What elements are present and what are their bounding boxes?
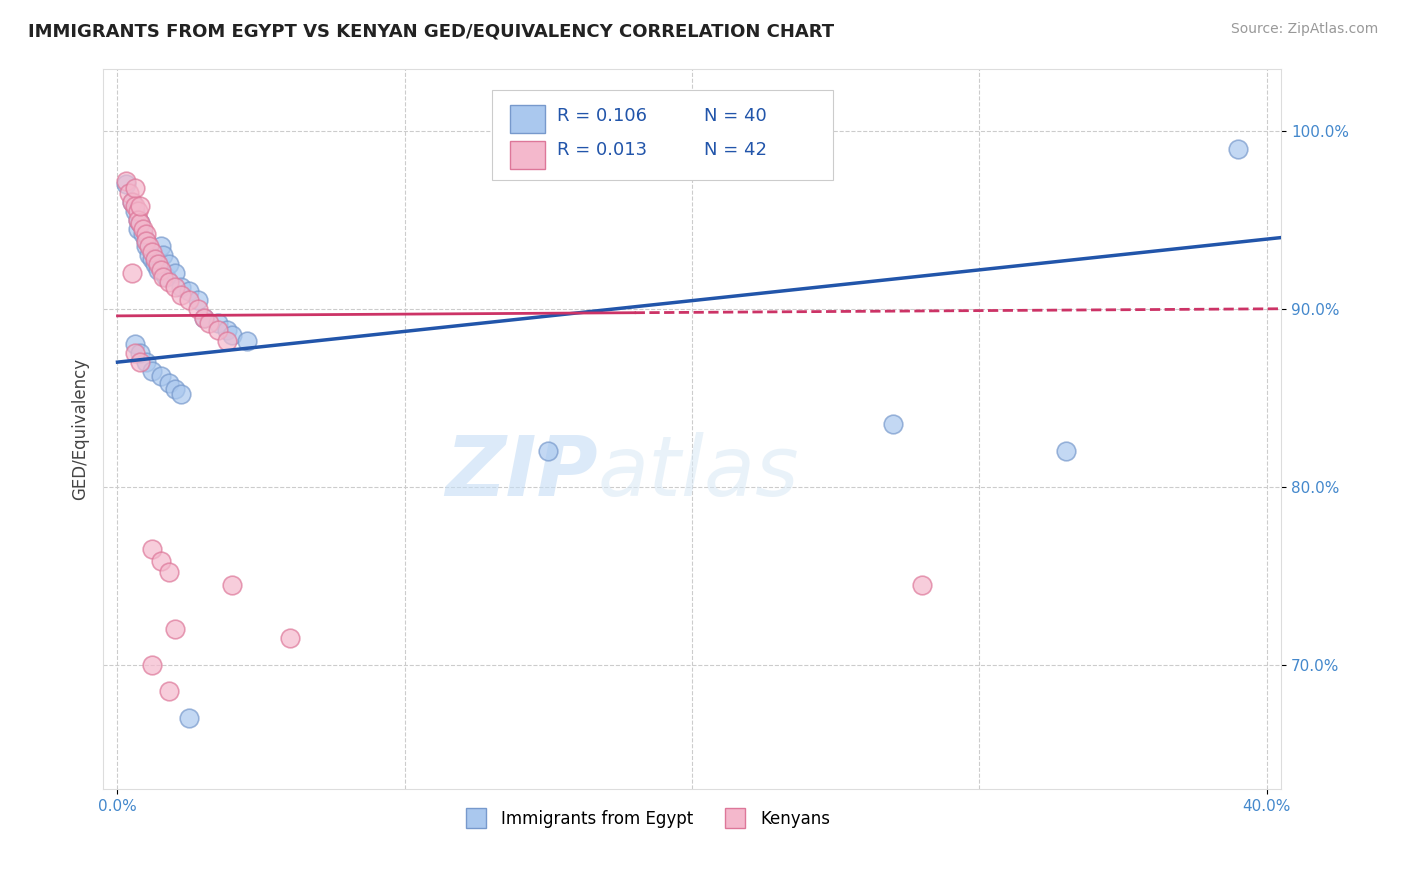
Point <box>138 239 160 253</box>
Point <box>129 198 152 212</box>
Point <box>121 194 143 209</box>
Point <box>146 262 169 277</box>
Point <box>155 269 177 284</box>
Text: R = 0.106: R = 0.106 <box>557 107 647 125</box>
Point <box>157 376 180 391</box>
Legend: Immigrants from Egypt, Kenyans: Immigrants from Egypt, Kenyans <box>453 804 837 835</box>
Point <box>129 216 152 230</box>
Point <box>179 293 201 307</box>
Point <box>1227 142 1250 156</box>
Point <box>141 364 163 378</box>
Point <box>149 262 172 277</box>
Point <box>132 227 155 241</box>
Text: ZIP: ZIP <box>446 432 598 513</box>
Point <box>141 657 163 672</box>
Point <box>236 334 259 348</box>
Text: R = 0.013: R = 0.013 <box>557 141 647 159</box>
Point <box>157 684 180 698</box>
Point <box>179 711 201 725</box>
Point <box>537 444 560 458</box>
Point <box>149 369 172 384</box>
Point <box>163 382 186 396</box>
FancyBboxPatch shape <box>509 104 546 134</box>
Point <box>149 239 172 253</box>
Point <box>129 346 152 360</box>
Point <box>278 631 301 645</box>
FancyBboxPatch shape <box>492 90 834 180</box>
Point <box>135 239 157 253</box>
Point <box>121 194 143 209</box>
Point <box>163 266 186 280</box>
Point <box>207 323 229 337</box>
Point <box>882 417 904 432</box>
Point <box>152 248 174 262</box>
Point <box>124 198 146 212</box>
Point <box>135 234 157 248</box>
Point <box>129 216 152 230</box>
Point <box>215 323 238 337</box>
Point <box>127 221 149 235</box>
Point <box>121 266 143 280</box>
Point <box>163 280 186 294</box>
Point <box>143 252 166 266</box>
Point <box>138 248 160 262</box>
Point <box>124 203 146 218</box>
Point <box>193 310 215 325</box>
Text: atlas: atlas <box>598 432 800 513</box>
Text: N = 40: N = 40 <box>704 107 766 125</box>
Point <box>129 355 152 369</box>
Point <box>911 577 934 591</box>
Point <box>135 234 157 248</box>
Point <box>221 328 243 343</box>
Point <box>127 212 149 227</box>
Point <box>152 269 174 284</box>
Point <box>143 257 166 271</box>
Point <box>135 355 157 369</box>
Point <box>179 284 201 298</box>
Point <box>157 275 180 289</box>
Point <box>118 186 141 200</box>
Point <box>157 257 180 271</box>
FancyBboxPatch shape <box>509 141 546 169</box>
Point <box>146 257 169 271</box>
Point <box>115 173 138 187</box>
Point <box>187 293 209 307</box>
Point <box>115 177 138 191</box>
Point <box>163 622 186 636</box>
Point <box>141 252 163 266</box>
Point <box>135 227 157 241</box>
Point <box>215 334 238 348</box>
Point <box>149 554 172 568</box>
Point <box>127 203 149 218</box>
Point <box>1054 444 1077 458</box>
Point <box>170 287 193 301</box>
Point <box>124 346 146 360</box>
Point <box>141 541 163 556</box>
Point <box>187 301 209 316</box>
Text: IMMIGRANTS FROM EGYPT VS KENYAN GED/EQUIVALENCY CORRELATION CHART: IMMIGRANTS FROM EGYPT VS KENYAN GED/EQUI… <box>28 22 834 40</box>
Point <box>132 221 155 235</box>
Point <box>193 310 215 325</box>
Point <box>198 316 221 330</box>
Point <box>170 280 193 294</box>
Y-axis label: GED/Equivalency: GED/Equivalency <box>72 358 89 500</box>
Text: N = 42: N = 42 <box>704 141 766 159</box>
Point <box>124 337 146 351</box>
Point <box>157 565 180 579</box>
Text: Source: ZipAtlas.com: Source: ZipAtlas.com <box>1230 22 1378 37</box>
Point <box>207 316 229 330</box>
Point <box>141 244 163 259</box>
Point <box>221 577 243 591</box>
Point <box>124 180 146 194</box>
Point <box>127 212 149 227</box>
Point <box>170 387 193 401</box>
